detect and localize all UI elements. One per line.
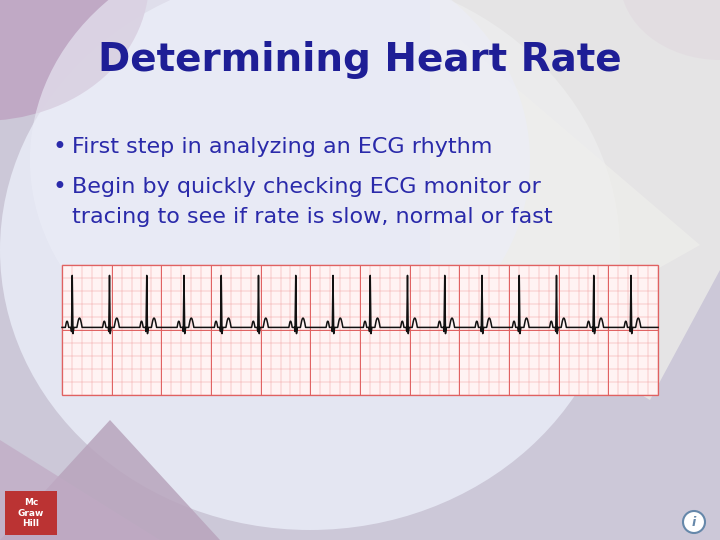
Polygon shape bbox=[0, 420, 220, 540]
Text: tracing to see if rate is slow, normal or fast: tracing to see if rate is slow, normal o… bbox=[72, 207, 553, 227]
Polygon shape bbox=[0, 440, 160, 540]
Text: Mc
Graw
Hill: Mc Graw Hill bbox=[18, 498, 44, 528]
Ellipse shape bbox=[30, 0, 530, 380]
Text: Begin by quickly checking ECG monitor or: Begin by quickly checking ECG monitor or bbox=[72, 177, 541, 197]
Text: i: i bbox=[692, 516, 696, 529]
Polygon shape bbox=[430, 0, 720, 400]
Circle shape bbox=[683, 511, 705, 533]
Ellipse shape bbox=[0, 0, 620, 530]
Bar bbox=[5, 491, 57, 535]
Text: •: • bbox=[52, 135, 66, 159]
Text: First step in analyzing an ECG rhythm: First step in analyzing an ECG rhythm bbox=[72, 137, 492, 157]
Ellipse shape bbox=[620, 0, 720, 60]
Text: •: • bbox=[52, 175, 66, 199]
Ellipse shape bbox=[0, 0, 149, 121]
Bar bbox=[62, 265, 658, 395]
Text: Determining Heart Rate: Determining Heart Rate bbox=[98, 41, 622, 79]
Polygon shape bbox=[460, 40, 700, 380]
